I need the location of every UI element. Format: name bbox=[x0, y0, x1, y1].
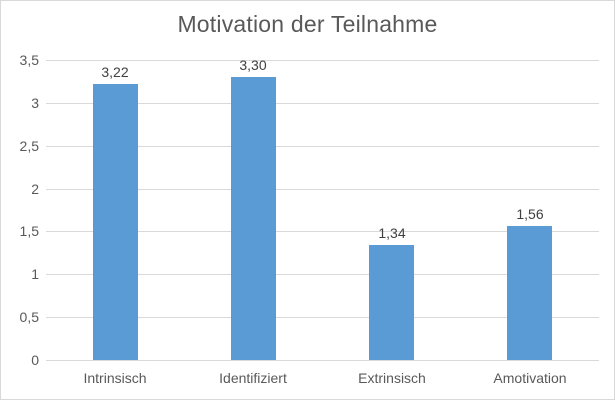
bar-intrinsisch bbox=[93, 84, 138, 360]
data-label: 3,22 bbox=[101, 64, 129, 80]
y-tick-label: 1 bbox=[31, 266, 39, 282]
bar-identifiziert bbox=[231, 77, 276, 360]
gridline bbox=[46, 189, 599, 190]
gridline bbox=[46, 146, 599, 147]
y-tick-label: 1,5 bbox=[19, 223, 39, 239]
bar-amotivation bbox=[507, 226, 552, 360]
y-tick-label: 2 bbox=[31, 181, 39, 197]
x-axis-line bbox=[46, 360, 599, 361]
gridline bbox=[46, 317, 599, 318]
gridline bbox=[46, 103, 599, 104]
data-label: 1,34 bbox=[378, 225, 406, 241]
x-category-label: Intrinsisch bbox=[83, 370, 147, 386]
y-tick-label: 0,5 bbox=[19, 309, 39, 325]
x-category-label: Identifiziert bbox=[219, 370, 287, 386]
chart-title: Motivation der Teilnahme bbox=[177, 11, 438, 37]
y-tick-label: 0 bbox=[31, 352, 39, 368]
data-label: 1,56 bbox=[516, 206, 544, 222]
gridline bbox=[46, 274, 599, 275]
x-category-label: Extrinsisch bbox=[358, 370, 426, 386]
y-tick-label: 3 bbox=[31, 95, 39, 111]
gridline bbox=[46, 60, 599, 61]
x-category-label: Amotivation bbox=[493, 370, 567, 386]
gridline bbox=[46, 231, 599, 232]
plot-area: 3,22 3,30 1,34 1,56 bbox=[46, 57, 599, 361]
bar-extrinsisch bbox=[369, 245, 414, 360]
data-label: 3,30 bbox=[239, 57, 267, 73]
y-tick-label: 3,5 bbox=[19, 52, 39, 68]
y-tick-label: 2,5 bbox=[19, 138, 39, 154]
